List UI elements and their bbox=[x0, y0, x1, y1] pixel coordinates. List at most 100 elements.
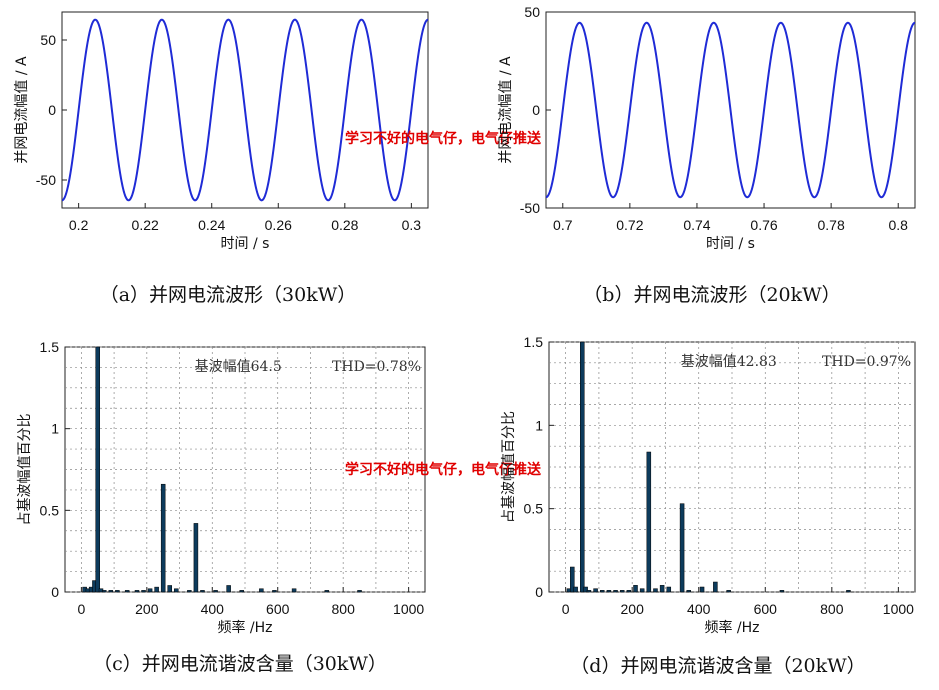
harmonic-bar bbox=[699, 586, 705, 593]
y-tick-label: 1 bbox=[51, 421, 59, 437]
harmonic-bar bbox=[147, 588, 153, 593]
harmonic-bar bbox=[639, 588, 645, 593]
caption-c: （c）并网电流谐波含量（30kW） bbox=[93, 653, 387, 675]
fundamental-annotation: 基波幅值64.5 bbox=[195, 358, 282, 375]
harmonic-bar bbox=[226, 585, 231, 593]
harmonic-bar bbox=[666, 586, 672, 593]
y-axis-label: 占基波幅值百分比 bbox=[500, 411, 517, 523]
current-waveform bbox=[545, 21, 916, 199]
harmonic-bar bbox=[213, 590, 218, 593]
harmonic-bar bbox=[154, 586, 159, 593]
y-tick-label: 0 bbox=[532, 102, 540, 118]
x-tick-label: 0.78 bbox=[818, 217, 845, 233]
fundamental-annotation: 基波幅值42.83 bbox=[681, 353, 777, 370]
harmonic-bar bbox=[272, 590, 277, 593]
x-tick-label: 200 bbox=[621, 601, 645, 617]
harmonic-bar bbox=[713, 581, 718, 593]
harmonic-bar bbox=[174, 588, 179, 593]
harmonic-bar bbox=[187, 590, 192, 593]
x-tick-label: 0.26 bbox=[265, 217, 292, 233]
harmonic-bar bbox=[583, 586, 588, 593]
x-tick-label: 0.8 bbox=[888, 217, 908, 233]
harmonic-bar bbox=[633, 585, 638, 593]
harmonic-bar bbox=[259, 588, 264, 593]
y-tick-label: 0.5 bbox=[524, 501, 544, 517]
harmonic-bar bbox=[659, 585, 665, 593]
harmonic-bar bbox=[124, 590, 130, 593]
x-tick-label: 0.74 bbox=[683, 217, 710, 233]
chart-d: 0 200 400 600 800 1000 0 0.5 1 1.5 频率 /Hz 占基波幅值百分比 基… bbox=[500, 334, 916, 677]
harmonic-bar bbox=[291, 588, 297, 593]
x-tick-label: 1000 bbox=[393, 601, 424, 617]
y-tick-label: 0 bbox=[51, 584, 59, 600]
chart-c: 0 200 400 600 800 1000 0 0.5 1 1.5 频率 /Hz 占基波幅值百分比 基… bbox=[16, 339, 426, 675]
current-waveform bbox=[61, 18, 429, 202]
harmonic-bar bbox=[586, 590, 592, 593]
y-tick-label: 1 bbox=[535, 417, 543, 433]
harmonic-bar bbox=[599, 590, 605, 593]
y-tick-label: 1.5 bbox=[524, 334, 544, 350]
watermark-text: 学习不好的电气仔，电气仔推送 bbox=[345, 461, 542, 478]
x-tick-label: 0 bbox=[77, 601, 85, 617]
chart-a: 0.2 0.22 0.24 0.26 0.28 0.3 50 0 -50 时间 / s 并网电流幅值… bbox=[14, 11, 429, 306]
thd-annotation: THD=0.78% bbox=[332, 359, 421, 375]
x-tick-label: 0.24 bbox=[198, 217, 225, 233]
harmonic-bar bbox=[686, 590, 691, 593]
harmonic-bar bbox=[580, 341, 585, 593]
x-axis-label: 频率 /Hz bbox=[704, 619, 759, 636]
x-tick-label: 0.76 bbox=[750, 217, 777, 233]
harmonic-bar bbox=[593, 588, 598, 593]
harmonic-bar bbox=[160, 483, 166, 593]
y-axis-label: 并网电流幅值 / A bbox=[14, 56, 30, 164]
x-axis-label: 时间 / s bbox=[221, 236, 270, 252]
y-tick-label: 0.5 bbox=[40, 502, 60, 518]
y-tick-label: 50 bbox=[40, 32, 56, 48]
x-tick-label: 0.22 bbox=[132, 217, 159, 233]
harmonic-bar bbox=[626, 590, 632, 593]
harmonic-bar bbox=[613, 590, 618, 593]
x-tick-label: 0.72 bbox=[616, 217, 643, 233]
harmonic-bar bbox=[646, 451, 652, 593]
caption-a: （a）并网电流波形（30kW） bbox=[100, 284, 357, 306]
y-tick-label: 1.5 bbox=[40, 339, 60, 355]
harmonic-bar bbox=[573, 586, 578, 593]
caption-b: （b）并网电流波形（20kW） bbox=[583, 284, 840, 306]
harmonic-bar bbox=[653, 588, 658, 593]
y-tick-label: 0 bbox=[535, 584, 543, 600]
harmonic-bar bbox=[193, 523, 199, 593]
harmonic-bar bbox=[95, 346, 100, 593]
x-tick-label: 1000 bbox=[883, 601, 914, 617]
chart-b: 0.7 0.72 0.74 0.76 0.78 0.8 50 0 -50 时间 / s 并网电流幅值… bbox=[498, 4, 916, 306]
x-tick-label: 600 bbox=[754, 601, 778, 617]
x-tick-label: 400 bbox=[201, 601, 225, 617]
x-tick-label: 800 bbox=[820, 601, 844, 617]
harmonic-bar bbox=[167, 585, 172, 593]
y-axis-label: 并网电流幅值 / A bbox=[498, 56, 514, 164]
harmonic-bar bbox=[102, 590, 107, 593]
harmonic-bar bbox=[779, 590, 785, 593]
y-tick-label: 0 bbox=[48, 102, 56, 118]
x-tick-label: 0.28 bbox=[331, 217, 358, 233]
thd-annotation: THD=0.97% bbox=[822, 354, 911, 370]
harmonic-bar bbox=[108, 590, 114, 593]
x-tick-label: 0 bbox=[562, 601, 570, 617]
harmonic-bar bbox=[239, 590, 244, 593]
harmonic-bar bbox=[115, 590, 120, 593]
harmonic-bar bbox=[606, 590, 612, 593]
harmonic-bar bbox=[726, 590, 731, 593]
harmonic-bar bbox=[846, 590, 851, 593]
harmonic-bar bbox=[324, 590, 330, 593]
x-tick-label: 400 bbox=[687, 601, 711, 617]
harmonic-bar bbox=[357, 590, 362, 593]
x-tick-label: 0.7 bbox=[553, 217, 573, 233]
x-tick-label: 0.2 bbox=[69, 217, 89, 233]
harmonic-bar bbox=[679, 503, 685, 593]
x-tick-label: 0.3 bbox=[402, 217, 422, 233]
y-tick-label: 50 bbox=[524, 4, 540, 20]
y-tick-label: -50 bbox=[520, 200, 540, 216]
x-tick-label: 200 bbox=[135, 601, 159, 617]
caption-d: （d）并网电流谐波含量（20kW） bbox=[570, 655, 865, 677]
x-tick-label: 800 bbox=[332, 601, 356, 617]
harmonic-bar bbox=[200, 590, 205, 593]
